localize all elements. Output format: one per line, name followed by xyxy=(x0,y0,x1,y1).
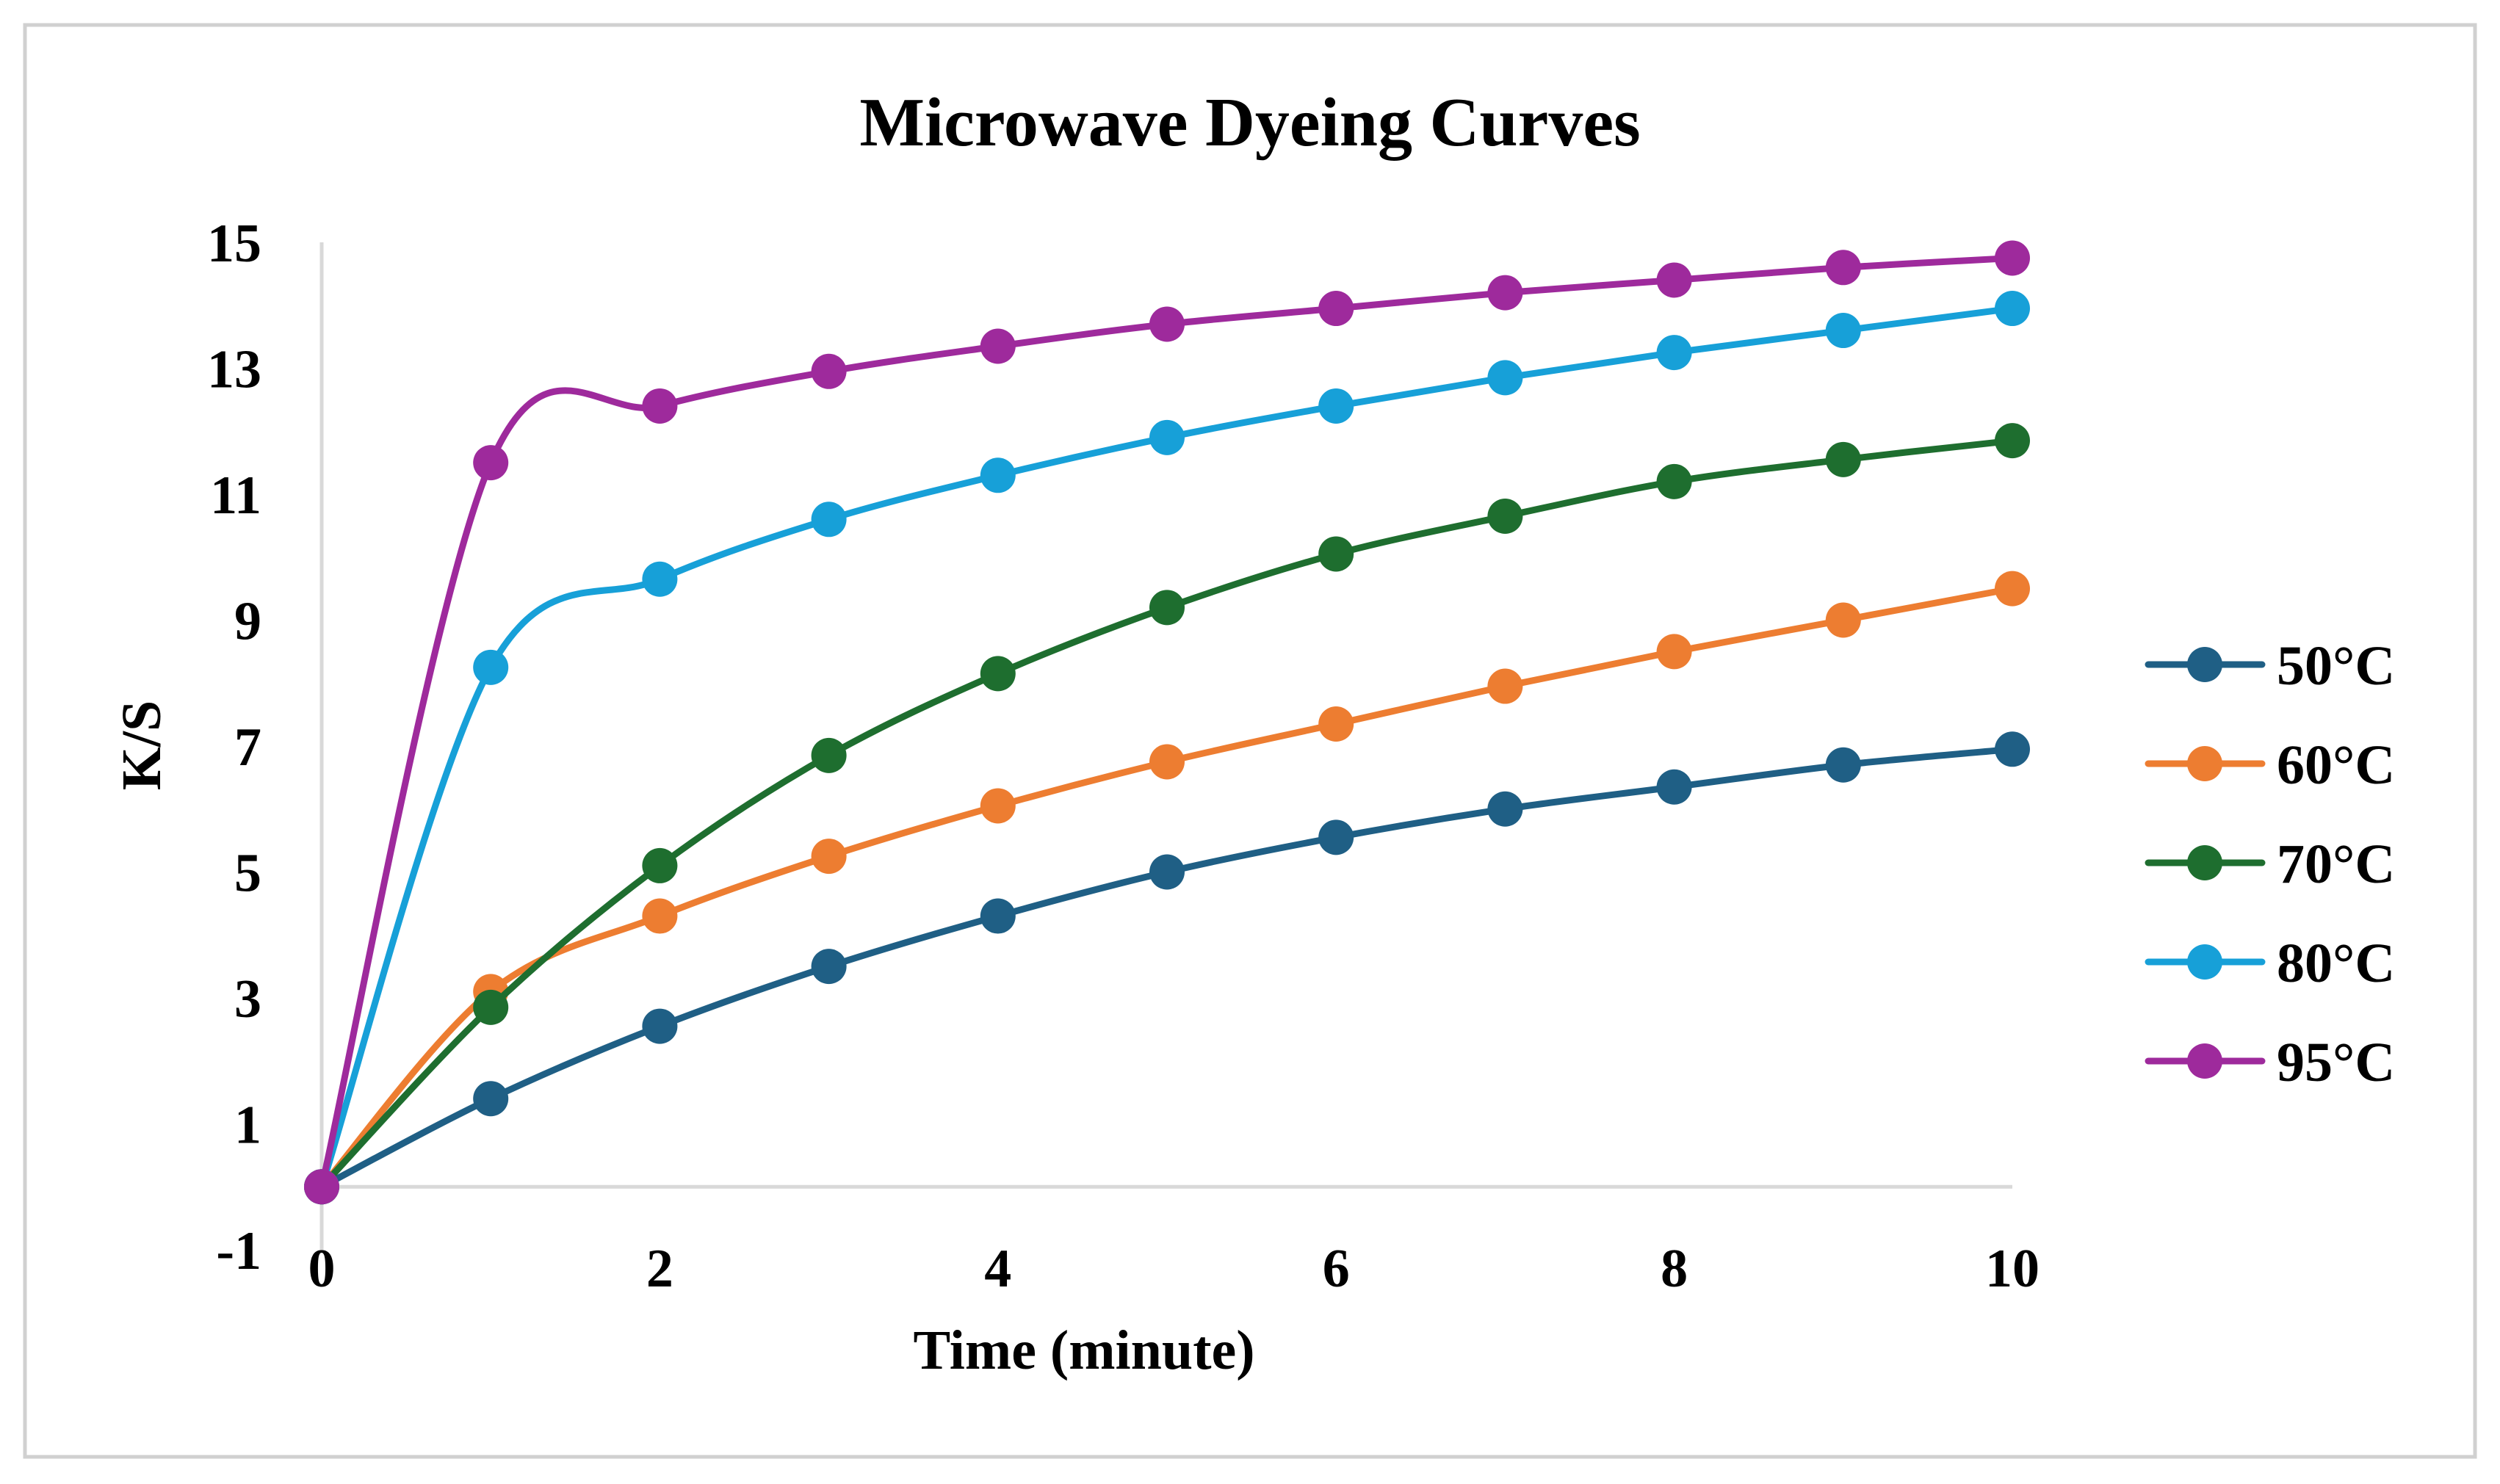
data-point xyxy=(642,1008,678,1044)
data-point xyxy=(1149,306,1185,342)
series-line xyxy=(318,437,2016,1190)
data-point xyxy=(1487,791,1523,827)
y-tick-label: 7 xyxy=(234,717,261,778)
data-point xyxy=(1487,275,1523,311)
data-point xyxy=(1318,706,1354,742)
data-point xyxy=(1825,441,1861,477)
chart-title: Microwave Dyeing Curves xyxy=(859,84,1640,161)
y-tick-label: -1 xyxy=(216,1221,261,1281)
x-tick-label: 6 xyxy=(1323,1239,1350,1299)
data-point xyxy=(980,898,1016,934)
legend-label: 95°C xyxy=(2277,1032,2395,1093)
y-tick-label: 3 xyxy=(234,969,261,1029)
x-tick-label: 8 xyxy=(1661,1239,1688,1299)
data-point xyxy=(642,847,678,883)
series-95CC xyxy=(304,240,2030,1205)
data-point xyxy=(1149,854,1185,890)
data-point xyxy=(1487,668,1523,704)
legend-marker xyxy=(2187,746,2222,781)
data-point xyxy=(811,353,847,389)
legend-item: 70°C xyxy=(2145,833,2395,895)
legend-item: 60°C xyxy=(2145,734,2395,796)
legend-label: 70°C xyxy=(2277,833,2395,895)
legend-label: 60°C xyxy=(2277,734,2395,796)
data-point xyxy=(1995,291,2030,327)
y-axis-label: K/S xyxy=(111,701,173,791)
legend: 50°C 60°C 70°C 80°C 95°C xyxy=(2145,635,2395,1093)
data-point xyxy=(1149,744,1185,780)
data-point xyxy=(473,649,509,685)
data-point xyxy=(811,737,847,773)
data-point xyxy=(1825,250,1861,286)
y-tick-label: 1 xyxy=(234,1096,261,1156)
data-point xyxy=(1825,747,1861,783)
x-tick-label: 4 xyxy=(984,1239,1011,1299)
data-point xyxy=(1487,499,1523,535)
data-point xyxy=(811,502,847,538)
series-layer xyxy=(304,240,2030,1205)
data-point xyxy=(1318,388,1354,424)
data-point xyxy=(473,989,509,1025)
data-point xyxy=(642,388,678,424)
data-point xyxy=(1995,423,2030,459)
data-point xyxy=(1487,360,1523,396)
data-point xyxy=(811,839,847,875)
legend-item: 95°C xyxy=(2145,1032,2395,1093)
data-point xyxy=(980,788,1016,824)
data-point xyxy=(642,561,678,597)
data-point xyxy=(1656,463,1692,499)
data-point xyxy=(1318,291,1354,327)
data-point xyxy=(1318,536,1354,572)
data-point xyxy=(642,898,678,934)
y-tick-label: 15 xyxy=(207,214,261,274)
data-point xyxy=(1656,335,1692,371)
legend-label: 80°C xyxy=(2277,933,2395,994)
x-tick-label: 2 xyxy=(646,1239,673,1299)
data-point xyxy=(1995,240,2030,276)
data-point xyxy=(1825,313,1861,349)
x-tick-label: 10 xyxy=(1985,1239,2040,1299)
data-point xyxy=(1656,634,1692,670)
data-point xyxy=(1656,262,1692,298)
y-tick-label: 11 xyxy=(210,466,261,526)
y-tick-label: 9 xyxy=(234,592,261,652)
data-point xyxy=(980,328,1016,364)
data-point xyxy=(1995,731,2030,767)
y-tick-label: 13 xyxy=(207,340,261,400)
data-point xyxy=(473,1081,509,1117)
series-50CC xyxy=(304,731,2030,1205)
data-point xyxy=(1656,769,1692,805)
data-point xyxy=(304,1169,339,1205)
data-point xyxy=(1318,819,1354,855)
x-axis-label: Time (minute) xyxy=(913,1320,1254,1381)
y-tick-label: 5 xyxy=(234,844,261,904)
data-point xyxy=(473,445,509,481)
legend-marker xyxy=(2187,647,2222,682)
legend-marker xyxy=(2187,1043,2222,1079)
legend-marker xyxy=(2187,845,2222,880)
x-tick-label: 0 xyxy=(308,1239,336,1299)
series-line xyxy=(318,305,2016,1190)
data-point xyxy=(811,949,847,985)
data-point xyxy=(980,457,1016,493)
legend-item: 50°C xyxy=(2145,635,2395,697)
axes xyxy=(319,242,2012,1250)
data-point xyxy=(1149,419,1185,455)
legend-marker xyxy=(2187,944,2222,980)
legend-item: 80°C xyxy=(2145,933,2395,994)
data-point xyxy=(1149,590,1185,626)
data-point xyxy=(1995,571,2030,607)
data-point xyxy=(1825,602,1861,638)
data-point xyxy=(980,656,1016,692)
legend-label: 50°C xyxy=(2277,635,2395,697)
